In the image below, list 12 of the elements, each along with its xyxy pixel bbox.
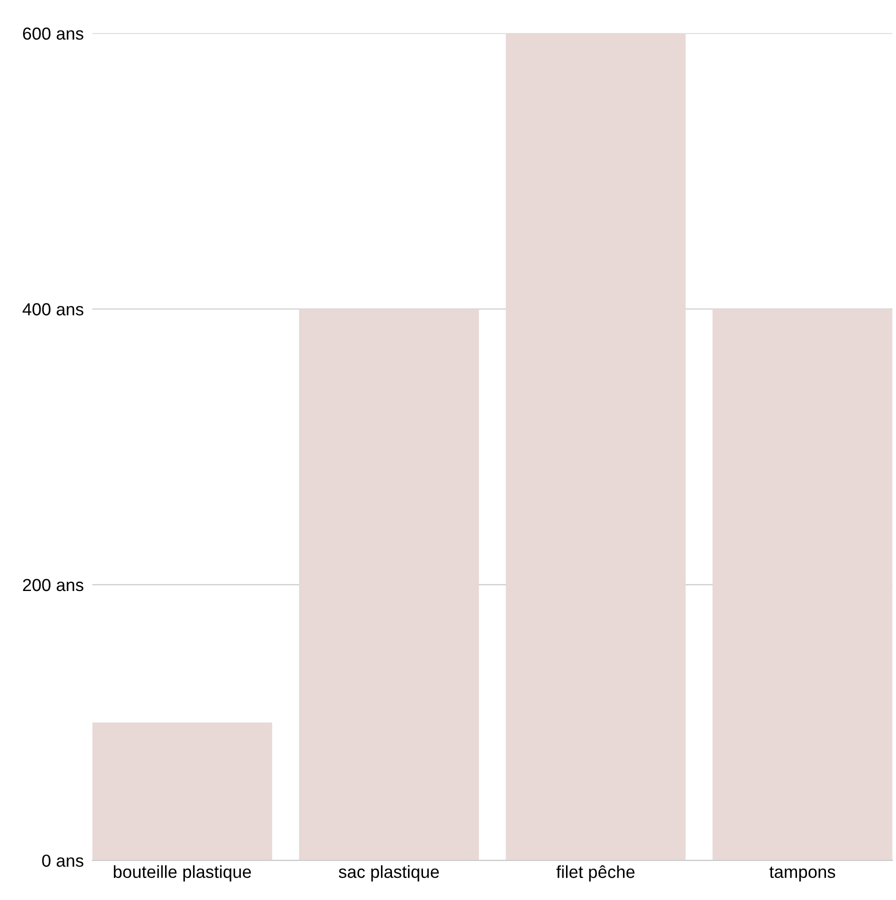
x-tick-label: filet pêche — [556, 865, 635, 882]
y-tick-label: 600 ans — [23, 27, 84, 40]
x-tick-label: bouteille plastique — [114, 865, 251, 882]
x-tick-label: sac plastique — [338, 865, 439, 882]
y-tick-label: 400 ans — [22, 303, 84, 316]
bar — [506, 33, 686, 860]
bar — [299, 309, 479, 860]
x-tick-label: tampons — [769, 866, 836, 882]
y-tick-label: 200 ans — [23, 578, 84, 592]
bar — [712, 309, 892, 860]
bar — [92, 722, 272, 860]
y-tick-label: 0 ans — [42, 854, 84, 867]
